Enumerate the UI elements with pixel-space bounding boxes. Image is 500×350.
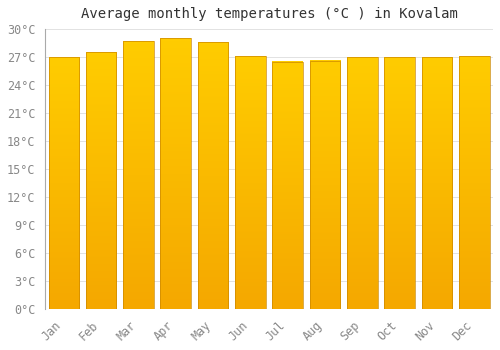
Bar	[422, 57, 452, 309]
Bar	[235, 56, 266, 309]
Bar	[272, 62, 303, 309]
Bar	[198, 42, 228, 309]
Bar	[384, 57, 415, 309]
Bar	[347, 57, 378, 309]
Bar	[459, 56, 490, 309]
Bar	[123, 41, 154, 309]
Title: Average monthly temperatures (°C ) in Kovalam: Average monthly temperatures (°C ) in Ko…	[80, 7, 458, 21]
Bar	[160, 38, 191, 309]
Bar	[86, 52, 117, 309]
Bar	[310, 61, 340, 309]
Bar	[48, 57, 79, 309]
